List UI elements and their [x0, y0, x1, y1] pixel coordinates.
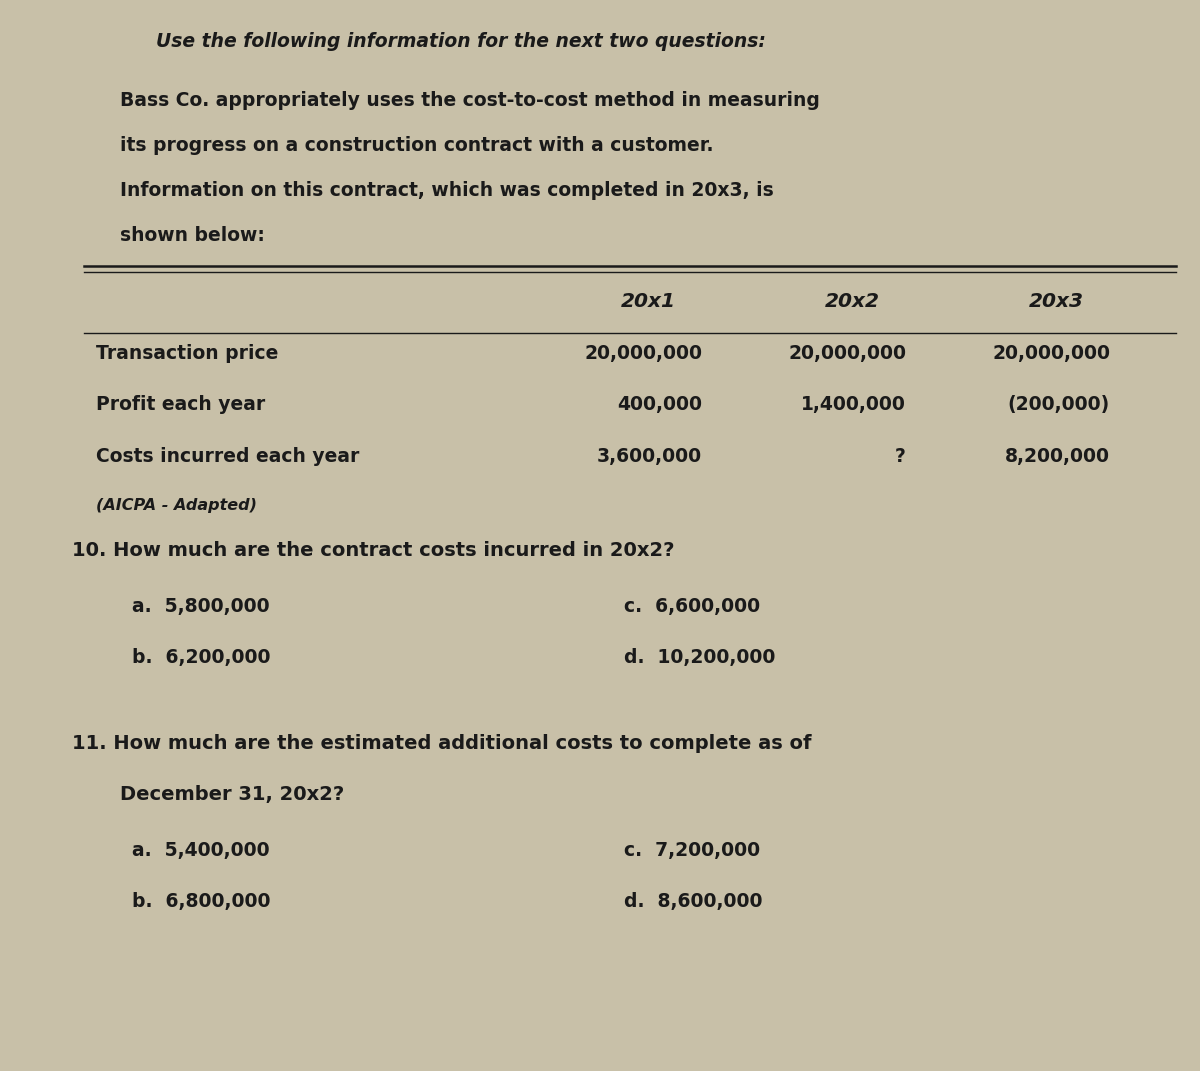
Text: 400,000: 400,000 — [617, 395, 702, 414]
Text: Bass Co. appropriately uses the cost-to-cost method in measuring: Bass Co. appropriately uses the cost-to-… — [120, 91, 820, 110]
Text: 8,200,000: 8,200,000 — [1006, 447, 1110, 466]
Text: 20,000,000: 20,000,000 — [992, 344, 1110, 363]
Text: ?: ? — [895, 447, 906, 466]
Text: 20,000,000: 20,000,000 — [584, 344, 702, 363]
Text: Costs incurred each year: Costs incurred each year — [96, 447, 359, 466]
Text: c.  6,600,000: c. 6,600,000 — [624, 597, 760, 616]
Text: (200,000): (200,000) — [1008, 395, 1110, 414]
Text: a.  5,800,000: a. 5,800,000 — [132, 597, 270, 616]
Text: Profit each year: Profit each year — [96, 395, 265, 414]
Text: Transaction price: Transaction price — [96, 344, 278, 363]
Text: Use the following information for the next two questions:: Use the following information for the ne… — [156, 32, 766, 51]
Text: d.  8,600,000: d. 8,600,000 — [624, 892, 762, 911]
Text: 20x1: 20x1 — [620, 292, 676, 312]
Text: 20x3: 20x3 — [1028, 292, 1084, 312]
Text: 20x2: 20x2 — [824, 292, 880, 312]
Text: d.  10,200,000: d. 10,200,000 — [624, 648, 775, 667]
Text: b.  6,200,000: b. 6,200,000 — [132, 648, 270, 667]
Text: (AICPA - Adapted): (AICPA - Adapted) — [96, 498, 257, 513]
Text: 20,000,000: 20,000,000 — [788, 344, 906, 363]
Text: 1,400,000: 1,400,000 — [802, 395, 906, 414]
Text: 11. How much are the estimated additional costs to complete as of: 11. How much are the estimated additiona… — [72, 734, 811, 753]
Text: c.  7,200,000: c. 7,200,000 — [624, 841, 760, 860]
Text: b.  6,800,000: b. 6,800,000 — [132, 892, 270, 911]
Text: 3,600,000: 3,600,000 — [596, 447, 702, 466]
Text: a.  5,400,000: a. 5,400,000 — [132, 841, 270, 860]
Text: December 31, 20x2?: December 31, 20x2? — [120, 785, 344, 804]
Text: its progress on a construction contract with a customer.: its progress on a construction contract … — [120, 136, 714, 155]
Text: 10. How much are the contract costs incurred in 20x2?: 10. How much are the contract costs incu… — [72, 541, 674, 560]
Text: shown below:: shown below: — [120, 226, 265, 245]
Text: Information on this contract, which was completed in 20x3, is: Information on this contract, which was … — [120, 181, 774, 200]
